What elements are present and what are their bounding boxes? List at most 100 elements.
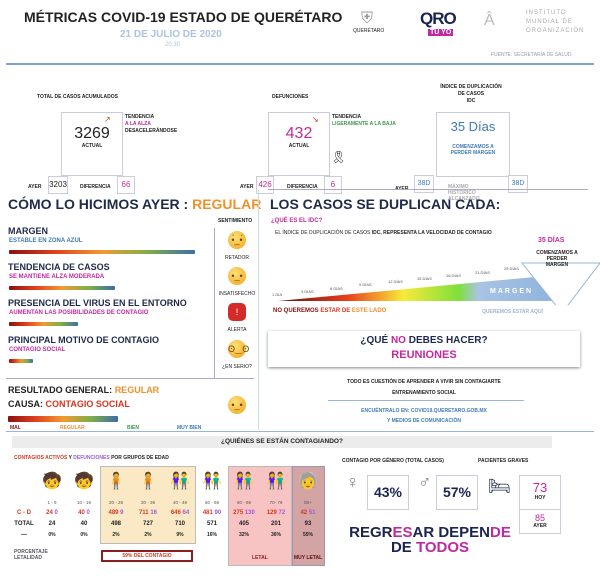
age-range: 80+ (304, 500, 312, 505)
divider (6, 431, 594, 432)
criterion-bar (9, 322, 78, 326)
institute-name: INSTITUTO MUNDIAL DE ORGANIZACIÓN (526, 10, 585, 34)
sentiment-face-icon: •̀_•́ (228, 231, 246, 249)
sentiment-face-icon: ! (228, 303, 246, 321)
idc-question: ¿QUÉ ES EL IDC? (271, 218, 323, 224)
scale-tick-label: 12 DÍAS (388, 279, 403, 285)
bad-side-label: NO QUEREMOS ESTAR DE ESTE LADO (273, 308, 387, 314)
group-lethality: 2% (144, 532, 152, 538)
age-group-icon: 🧒 (42, 473, 62, 490)
contagion-note: 59% DEL CONTAGIO (101, 550, 193, 562)
cases-diff: 66 (117, 176, 135, 194)
group-lethality: 16% (206, 532, 217, 538)
cases-trend: TENDENCIA A LA ALZA DESACELERÁNDOSE (125, 114, 178, 134)
age-group-icon: 👫 (266, 473, 286, 490)
highlight-letal (228, 466, 292, 566)
cd-label: C - D (17, 510, 31, 516)
cases-deaths: 24 0 (46, 510, 58, 516)
yesterday-title: CÓMO LO HICIMOS AYER : REGULAR (8, 196, 262, 212)
sentiment-label: RETADOR (224, 255, 250, 261)
age-range: 20 - 29 (108, 500, 123, 505)
idc-max: 38D (508, 175, 528, 193)
group-total: 710 (174, 521, 185, 527)
group-lethality: 2% (112, 532, 120, 538)
deaths-trend: TENDENCIA LIGERAMENTE A LA BAJA (332, 114, 396, 127)
criterion-title: PRINCIPAL MOTIVO DE CONTAGIO (8, 335, 160, 345)
scale-tick-label: 3 DÍAS (301, 288, 314, 294)
severe-today: 73 HOY (519, 475, 561, 510)
severe-title: PACIENTES GRAVES (478, 458, 529, 464)
duplication-title: LOS CASOS SE DUPLICAN CADA: (270, 196, 501, 212)
gauge-wedge (278, 275, 556, 301)
divider (214, 228, 215, 378)
criterion-sub: SE MANTIENE ALZA MODERADA (9, 274, 105, 280)
group-lethality: 55% (302, 532, 313, 538)
trend-down-arrow-icon: ↘ (312, 115, 319, 124)
male-pct: 57% (436, 475, 478, 510)
criterion-sub: AUMENTAN LAS POSIBILIDADES DE CONTAGIO (9, 310, 149, 316)
tuyo-logo: TÚ YO (428, 29, 454, 36)
gender-title: CONTAGIO POR GÉNERO (TOTAL CASOS) (342, 458, 444, 464)
cases-deaths: 40 0 (78, 510, 90, 516)
male-icon: ♂ (418, 472, 432, 492)
age-table: 🧒 🧒 🧍 🧍 👫 👫 👫 👫 🧓 1 - 9 10 - 19 20 - 29 30 - 39 40 - … (12, 467, 324, 541)
cases-deaths: 489 9 (108, 510, 124, 516)
general-result: RESULTADO GENERAL: REGULAR (8, 385, 160, 395)
age-range: 60 - 69 (236, 500, 251, 505)
cases-ayer: 3203 (48, 176, 68, 194)
idc-card: 35 Días COMENZAMOS A PERDER MARGEN (436, 112, 510, 177)
scale-tick-label: 15 DÍAS (417, 276, 432, 281)
cases-deaths: 646 64 (170, 510, 190, 516)
queretaro-logo: ⛨ QUERÉTARO (353, 10, 385, 34)
group-total: 727 (142, 521, 153, 527)
cases-deaths: 481 90 (202, 510, 222, 516)
idc-callout: COMENZAMOS A PERDER MARGEN (536, 250, 578, 268)
cases-card: 3269 ACTUAL (61, 112, 123, 176)
scale-bien: BIEN (127, 425, 139, 431)
idc-ayer: 38D (414, 175, 434, 193)
scale-tick-label: 18 DÍAS (446, 272, 461, 278)
group-total: 405 (238, 521, 249, 527)
cases-deaths: 42 51 (300, 510, 316, 516)
highlight-muy-letal (292, 466, 325, 566)
website-link[interactable]: ENCUÉNTRALO EN: COVID19.QUERETARO.GOB.MX… (361, 408, 487, 424)
result-bar (8, 416, 118, 422)
scale-tick-label: 6 DÍAS (330, 285, 343, 291)
criterion-sub: ESTABLE EN ZONA AZUL (9, 238, 83, 244)
idc-max-label: MÁXIMO HISTÓRICO ALCANZADO (448, 184, 480, 202)
cases-deaths: 275 130 (233, 510, 255, 516)
cases-title: TOTAL DE CASOS ACUMULADOS (37, 94, 118, 100)
sentiment-label: ALERTA (227, 327, 247, 333)
group-lethality: 0% (48, 532, 56, 538)
idc-gauge (278, 262, 600, 305)
group-lethality: 36% (270, 532, 281, 538)
time: 20:30 (165, 42, 181, 48)
divider (328, 400, 524, 401)
criterion-sub: CONTAGIO SOCIAL (9, 347, 66, 353)
group-total: 93 (304, 521, 312, 527)
age-group-icon: 👫 (170, 473, 190, 490)
age-group-icon: 🧓 (298, 473, 318, 490)
margin-label: MARGEN (490, 288, 534, 295)
criterion-title: TENDENCIA DE CASOS (8, 262, 110, 272)
age-group-icon: 🧍 (138, 473, 158, 490)
who-subtitle: CONTAGIOS ACTIVOS Y DEFUNCIONES POR GRUP… (14, 455, 169, 461)
callout-triangle (520, 262, 600, 305)
age-group-icon: 👫 (202, 473, 222, 490)
deaths-diff: 6 (324, 176, 342, 194)
sentiment-label: SENTIMIENTO (218, 218, 253, 224)
cases-ayer-label: AYER (28, 184, 42, 190)
trend-up-arrow-icon: ↗ (104, 115, 111, 124)
confused-face-icon: •_• (228, 396, 246, 414)
cases-diff-label: DIFERENCIA (80, 184, 111, 190)
sentiment-face-icon: •_• (228, 267, 246, 285)
page-title: MÉTRICAS COVID-19 ESTADO DE QUERÉTARO (24, 9, 343, 25)
sentiment-face-icon: ʘ‿ʘ (228, 340, 249, 358)
scale-tick-label: 21 DÍAS (475, 269, 490, 275)
group-total: 24 (48, 521, 56, 527)
group-lethality: 32% (238, 532, 249, 538)
age-range: 30 - 39 (140, 500, 155, 505)
good-side-label: QUEREMOS ESTAR AQUÍ (482, 309, 543, 315)
institute-logo-icon: Â (484, 12, 495, 29)
group-lethality: 9% (176, 532, 184, 538)
